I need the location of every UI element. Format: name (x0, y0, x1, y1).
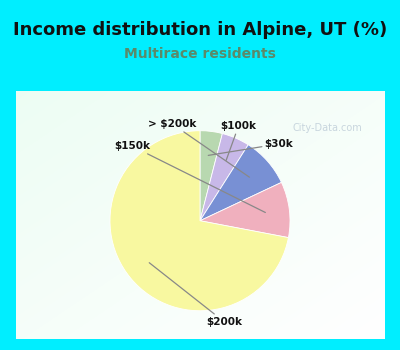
Wedge shape (110, 131, 288, 311)
Text: Income distribution in Alpine, UT (%): Income distribution in Alpine, UT (%) (13, 21, 387, 39)
Wedge shape (200, 182, 290, 238)
Wedge shape (200, 131, 222, 221)
Text: $100k: $100k (220, 121, 256, 160)
Text: $150k: $150k (114, 141, 265, 212)
Text: $30k: $30k (208, 139, 294, 155)
Text: City-Data.com: City-Data.com (292, 123, 362, 133)
Wedge shape (200, 134, 248, 221)
Text: Multirace residents: Multirace residents (124, 47, 276, 61)
Text: $200k: $200k (149, 263, 242, 327)
Text: > $200k: > $200k (148, 119, 250, 177)
Wedge shape (200, 145, 282, 221)
